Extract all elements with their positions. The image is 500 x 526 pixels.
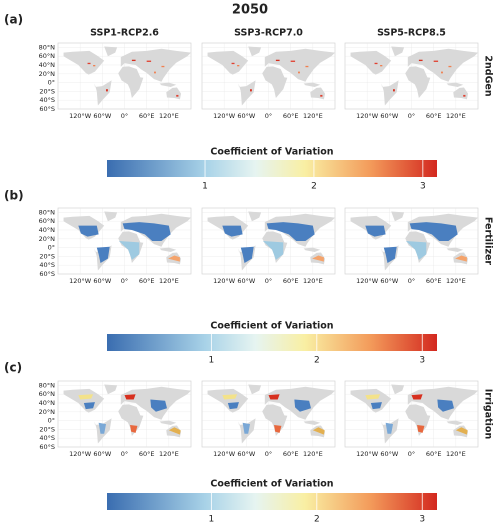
lon-label: 0° [408, 277, 415, 285]
lon-label: 120°E [159, 450, 179, 458]
column-title: SSP5-RCP8.5 [377, 28, 446, 39]
panel-label: (c) [4, 361, 22, 375]
lat-label: 60°N [39, 390, 56, 398]
colorbar-tick-label: 1 [202, 182, 208, 192]
lon-label: 120°W [213, 450, 236, 458]
lat-label: 20°S [39, 425, 55, 433]
lat-label: 40°N [39, 226, 56, 234]
lon-label: 120°W [69, 112, 92, 120]
lon-label: 120°W [69, 277, 92, 285]
row-label: Fertilizer [483, 217, 494, 266]
lon-label: 0° [121, 450, 128, 458]
lon-label: 60°W [237, 450, 256, 458]
lon-label: 0° [265, 450, 272, 458]
lon-label: 120°E [303, 277, 323, 285]
lon-label: 0° [265, 277, 272, 285]
colorbar-title: Coefficient of Variation [210, 479, 333, 490]
colorbar-tick-label: 2 [314, 356, 320, 366]
lon-label: 60°E [139, 112, 155, 120]
lat-label: 0° [48, 244, 55, 252]
lon-label: 60°W [93, 450, 112, 458]
colorbar-tick-label: 1 [209, 356, 215, 366]
lat-label: 20°N [39, 408, 56, 416]
colorbar-tick-label: 1 [209, 515, 215, 525]
lat-label: 40°N [39, 61, 56, 69]
lat-label: 0° [48, 417, 55, 425]
colorbar-tick-label: 2 [311, 182, 317, 192]
lon-label: 120°W [213, 112, 236, 120]
lat-label: 60°N [39, 217, 56, 225]
lon-label: 60°E [426, 277, 442, 285]
row-label: Irrigation [483, 389, 494, 440]
lat-label: 40°S [39, 261, 55, 269]
lon-label: 120°E [303, 112, 323, 120]
lon-label: 60°E [139, 450, 155, 458]
lat-label: 80°N [39, 381, 56, 389]
lon-label: 120°E [446, 277, 466, 285]
panel-label: (b) [4, 189, 24, 203]
colorbar [107, 493, 437, 510]
lon-label: 120°E [446, 112, 466, 120]
lon-label: 60°E [283, 450, 299, 458]
lat-label: 60°S [39, 270, 55, 278]
lon-label: 120°E [159, 277, 179, 285]
lat-label: 60°N [39, 52, 56, 60]
colorbar-tick-label: 3 [419, 515, 425, 525]
lat-label: 20°N [39, 70, 56, 78]
colorbar [107, 334, 437, 351]
lon-label: 0° [408, 450, 415, 458]
lon-label: 120°W [356, 450, 379, 458]
lat-label: 20°S [39, 87, 55, 95]
column-title: SSP3-RCP7.0 [234, 28, 303, 39]
lon-label: 120°W [356, 112, 379, 120]
lon-label: 120°E [159, 112, 179, 120]
colorbar-tick-label: 3 [420, 182, 426, 192]
lat-label: 60°S [39, 443, 55, 451]
lon-label: 60°E [426, 112, 442, 120]
lat-label: 60°S [39, 105, 55, 113]
lat-label: 40°S [39, 96, 55, 104]
lon-label: 60°W [380, 277, 399, 285]
lon-label: 60°W [93, 112, 112, 120]
lon-label: 120°E [303, 450, 323, 458]
lon-label: 120°E [446, 450, 466, 458]
lat-label: 40°N [39, 399, 56, 407]
lon-label: 0° [121, 112, 128, 120]
colorbar-title: Coefficient of Variation [210, 321, 333, 332]
lon-label: 120°W [356, 277, 379, 285]
lat-label: 20°S [39, 252, 55, 260]
colorbar [107, 160, 437, 177]
panel-label: (a) [4, 13, 23, 27]
lon-label: 0° [121, 277, 128, 285]
colorbar-title: Coefficient of Variation [210, 147, 333, 158]
lon-label: 120°W [69, 450, 92, 458]
lon-label: 60°W [380, 450, 399, 458]
lon-label: 60°E [426, 450, 442, 458]
lon-label: 60°E [139, 277, 155, 285]
lon-label: 60°W [380, 112, 399, 120]
lon-label: 120°W [213, 277, 236, 285]
lon-label: 60°E [283, 277, 299, 285]
lon-label: 60°W [237, 277, 256, 285]
lat-label: 80°N [39, 43, 56, 51]
colorbar-tick-label: 3 [419, 356, 425, 366]
lon-label: 0° [408, 112, 415, 120]
lat-label: 40°S [39, 434, 55, 442]
lon-label: 60°W [93, 277, 112, 285]
colorbar-tick-label: 2 [314, 515, 320, 525]
column-title: SSP1-RCP2.6 [90, 28, 159, 39]
figure-title: 2050 [232, 3, 268, 18]
lat-label: 80°N [39, 208, 56, 216]
lon-label: 60°W [237, 112, 256, 120]
lon-label: 60°E [283, 112, 299, 120]
row-label: 2ndGen [483, 55, 494, 96]
lon-label: 0° [265, 112, 272, 120]
lat-label: 0° [48, 79, 55, 87]
lat-label: 20°N [39, 235, 56, 243]
